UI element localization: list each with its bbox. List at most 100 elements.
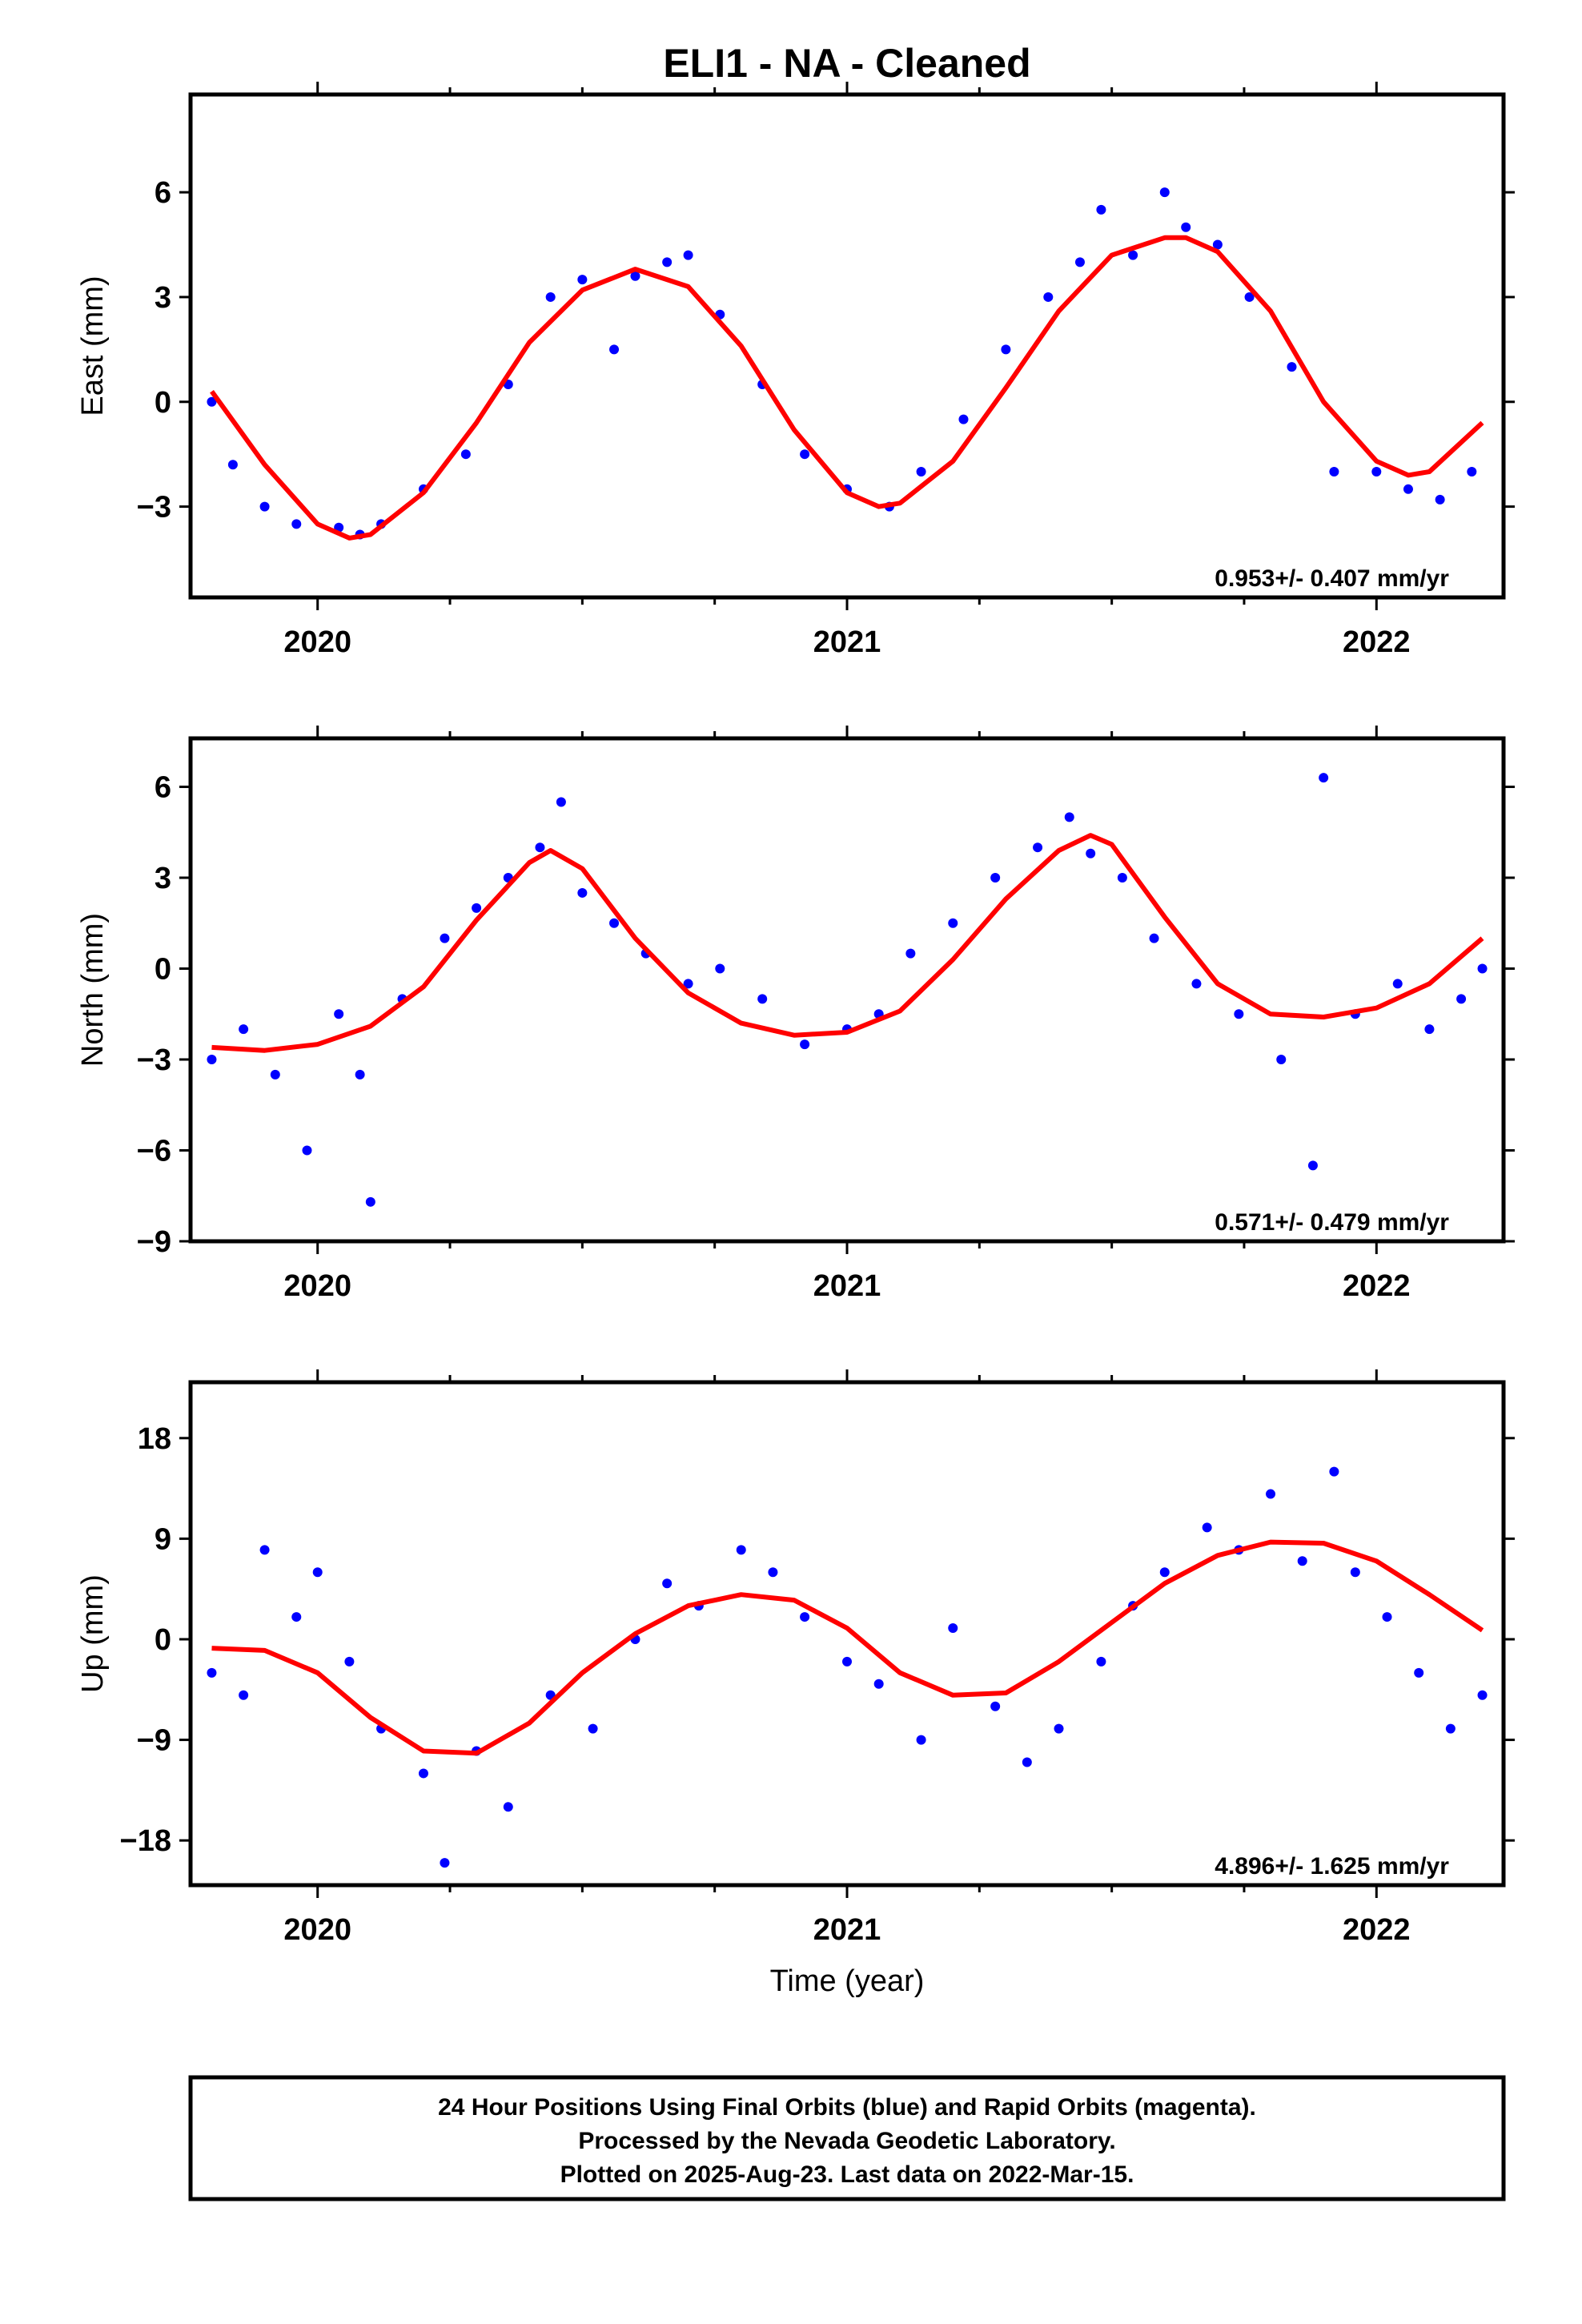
north-data-point [472, 903, 482, 913]
north-data-point [1456, 994, 1467, 1004]
north-x-tick-label: 2021 [813, 1269, 881, 1303]
caption-box: 24 Hour Positions Using Final Orbits (bl… [188, 2075, 1506, 2201]
up-data-point [1445, 1723, 1456, 1734]
east-data-point [545, 292, 556, 302]
up-data-point [1022, 1757, 1032, 1767]
north-data-point [905, 948, 916, 959]
up-data-point [344, 1656, 355, 1667]
up-data-point [1382, 1612, 1392, 1622]
up-data-point [736, 1545, 746, 1555]
up-data-point [418, 1768, 428, 1779]
up-data-point [1096, 1656, 1106, 1667]
east-data-point [1371, 467, 1382, 476]
east-data-point [1244, 292, 1255, 302]
up-data-point [312, 1567, 323, 1578]
north-data-point [1033, 842, 1043, 853]
north-data-point [239, 1024, 249, 1035]
north-data-point [609, 918, 620, 928]
north-y-tick-label: 3 [155, 862, 171, 895]
north-data-point [1424, 1024, 1435, 1035]
north-data-point [207, 1055, 217, 1065]
north-fit-line [211, 833, 1484, 1053]
north-data-point [1392, 979, 1403, 989]
north-x-tick-label: 2020 [283, 1269, 351, 1303]
north-data-point [577, 887, 588, 898]
up-data-point [1297, 1556, 1307, 1566]
east-data-point [1159, 187, 1170, 198]
north-x-tick-label: 2022 [1343, 1269, 1411, 1303]
up-data-point [1477, 1690, 1488, 1700]
up-data-point [842, 1656, 852, 1667]
caption-frame [188, 2075, 1506, 2201]
north-data-point [1276, 1055, 1287, 1065]
north-data-point [1477, 963, 1488, 974]
north-data-point [1086, 848, 1096, 858]
up-data-point [503, 1802, 513, 1812]
east-y-tick-label: 3 [155, 281, 171, 315]
north-data-point [715, 963, 725, 974]
up-y-axis-label: Up (mm) [76, 1574, 110, 1693]
east-data-point [291, 519, 302, 529]
caption-line-3: Plotted on 2025-Aug-23. Last data on 202… [560, 2161, 1134, 2188]
north-panel: −9 −6 −3 0 3 6 2020 2021 2022 North (mm) 0.571+/- … [76, 726, 1515, 1303]
up-data-point [207, 1667, 217, 1678]
east-x-tick-label: 2022 [1343, 625, 1411, 659]
north-data-point [990, 873, 1001, 883]
up-y-tick-label: −9 [137, 1724, 171, 1758]
east-y-tick-label: −3 [137, 491, 171, 525]
north-y-axis-label: North (mm) [76, 913, 110, 1067]
up-data-point [768, 1567, 778, 1578]
up-panel: −18 −9 0 9 18 2020 2021 2022 Up (mm) 4.896+/- 1.6… [76, 1369, 1515, 1947]
north-data-point [334, 1009, 344, 1019]
east-data-point [958, 414, 969, 424]
north-data-point [1117, 873, 1127, 883]
up-y-tick-label: −18 [120, 1824, 171, 1858]
north-data-point [948, 918, 958, 928]
east-data-point [916, 467, 926, 476]
up-rate-label: 4.896+/- 1.625 mm/yr [1215, 1853, 1449, 1880]
north-data-point [1307, 1160, 1318, 1171]
east-data-point [1435, 494, 1445, 505]
up-data-point [1159, 1567, 1170, 1578]
up-data-point [990, 1701, 1001, 1711]
up-data-point [873, 1679, 884, 1689]
north-data-point [440, 933, 450, 943]
east-data-point [1212, 239, 1223, 250]
east-plot-area [207, 187, 1484, 541]
up-data-point [588, 1723, 598, 1734]
north-data-point [535, 842, 545, 853]
east-y-axis-label: East (mm) [76, 275, 110, 416]
east-data-point [1001, 344, 1011, 355]
east-data-point [577, 275, 588, 285]
north-data-point [556, 797, 566, 807]
east-data-point [1403, 484, 1413, 494]
east-y-tick-label: 6 [155, 176, 171, 210]
north-data-point [757, 994, 768, 1004]
up-data-point [239, 1690, 249, 1700]
east-data-point [259, 501, 270, 512]
east-data-point [609, 344, 620, 355]
north-data-point [1064, 812, 1074, 822]
north-data-point [270, 1069, 280, 1080]
north-data-point [365, 1196, 375, 1207]
up-y-tick-label: 9 [155, 1522, 171, 1556]
up-plot-area [207, 1466, 1488, 1868]
caption-line-2: Processed by the Nevada Geodetic Laborat… [578, 2128, 1115, 2154]
east-x-tick-label: 2020 [283, 625, 351, 659]
north-data-point [355, 1069, 365, 1080]
x-axis-label: Time (year) [770, 1964, 925, 1998]
east-data-point [460, 449, 471, 460]
up-data-point [1414, 1667, 1424, 1678]
north-y-tick-label: −9 [137, 1225, 171, 1259]
east-y-tick-label: 0 [155, 386, 171, 420]
up-x-tick-label: 2020 [283, 1913, 351, 1947]
east-data-point [1181, 222, 1191, 232]
north-data-point [800, 1039, 810, 1050]
north-data-point [1149, 933, 1159, 943]
east-data-point [1128, 250, 1138, 260]
up-data-point [662, 1578, 673, 1589]
up-data-point [948, 1623, 958, 1634]
north-y-tick-label: −3 [137, 1043, 171, 1077]
